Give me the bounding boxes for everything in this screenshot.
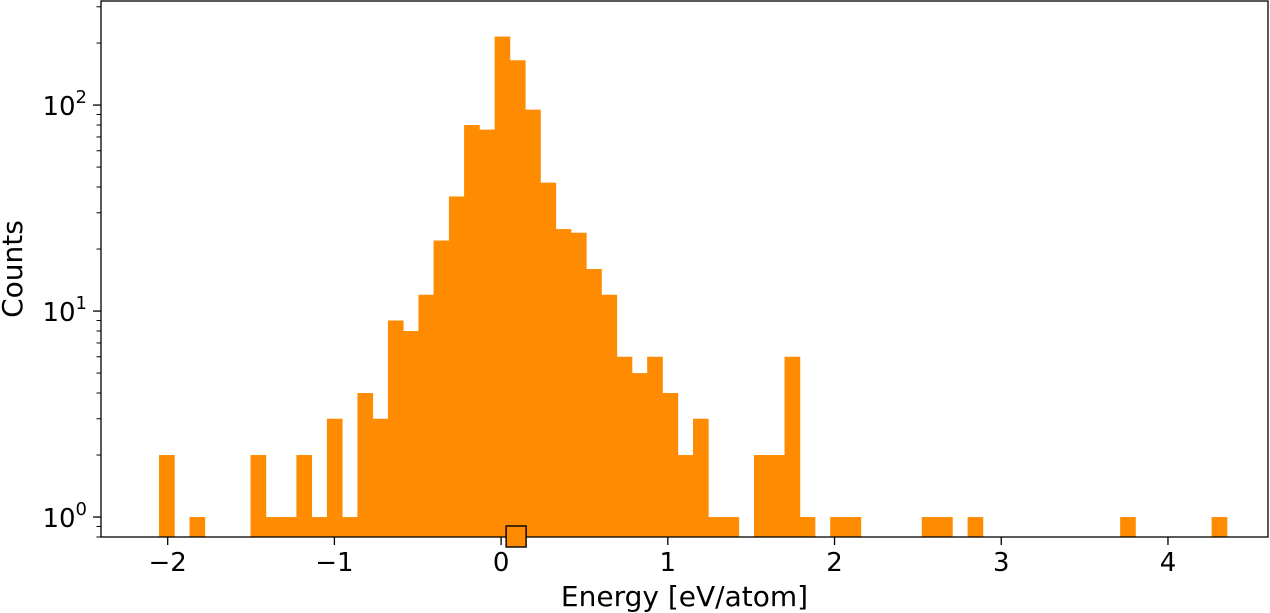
histogram-bar <box>357 393 374 537</box>
histogram-bar <box>769 455 785 537</box>
histogram-bar <box>448 196 465 537</box>
x-axis-ticks: −2 −1 0 1 2 3 4 <box>149 537 1177 578</box>
histogram-bar <box>662 393 679 537</box>
histogram-bar <box>479 129 496 538</box>
x-tick-label: −2 <box>149 548 187 578</box>
histogram-bar <box>1120 517 1136 537</box>
x-tick-label: 3 <box>993 548 1010 578</box>
histogram-bar <box>387 320 404 537</box>
x-tick-label: 4 <box>1160 548 1177 578</box>
histogram-bar <box>509 60 526 537</box>
y-tick-label: 102 <box>42 87 87 122</box>
histogram-bar <box>830 517 846 537</box>
histogram-bar <box>967 517 984 537</box>
histogram-bar <box>784 356 801 537</box>
histogram-bar <box>921 517 938 537</box>
plot-frame <box>100 0 1269 538</box>
histogram-bar <box>403 331 419 537</box>
histogram-bar <box>754 455 770 537</box>
histogram-bar <box>311 517 328 537</box>
histogram-bar <box>647 356 663 537</box>
histogram-bars <box>159 36 1228 538</box>
marker-square <box>505 525 527 548</box>
histogram-bar <box>570 232 587 538</box>
x-tick-label: −1 <box>315 548 353 578</box>
histogram-bar <box>250 455 267 537</box>
histogram-bar <box>845 517 862 537</box>
histogram-bar <box>418 294 435 537</box>
x-tick-label: 1 <box>660 548 677 578</box>
histogram-bar <box>586 269 602 537</box>
x-tick-label: 0 <box>493 548 510 578</box>
histogram-bar <box>677 455 694 537</box>
histogram-bar <box>525 109 541 537</box>
histogram-bar <box>723 517 740 537</box>
histogram-bar <box>494 36 511 537</box>
histogram-bar <box>540 182 557 537</box>
histogram-bar <box>555 229 572 537</box>
y-axis-label: Counts <box>0 220 29 318</box>
x-tick-label: 2 <box>826 548 843 578</box>
y-tick-label: 100 <box>42 499 87 534</box>
histogram-bar <box>631 373 648 537</box>
histogram-bar <box>281 517 297 537</box>
histogram-bar <box>159 455 175 537</box>
histogram-bar <box>799 517 816 537</box>
histogram-bar <box>693 418 709 537</box>
histogram-bar <box>1211 517 1228 537</box>
y-axis-ticks: 100 101 102 <box>42 6 101 538</box>
histogram-bar <box>937 517 953 537</box>
histogram-bar <box>601 294 618 537</box>
marker-layer <box>505 525 527 548</box>
histogram-bar <box>342 517 358 537</box>
histogram-bar <box>189 517 206 537</box>
x-axis-label: Energy [eV/atom] <box>561 580 808 613</box>
histogram-bar <box>708 517 724 537</box>
histogram-bar <box>464 125 480 538</box>
histogram-bar <box>372 418 389 537</box>
histogram-bar <box>326 418 343 537</box>
histogram-bar <box>616 356 633 537</box>
y-tick-label: 101 <box>42 293 87 328</box>
histogram-bar <box>265 517 282 537</box>
histogram-bar <box>296 455 313 537</box>
histogram-bar <box>433 240 450 537</box>
